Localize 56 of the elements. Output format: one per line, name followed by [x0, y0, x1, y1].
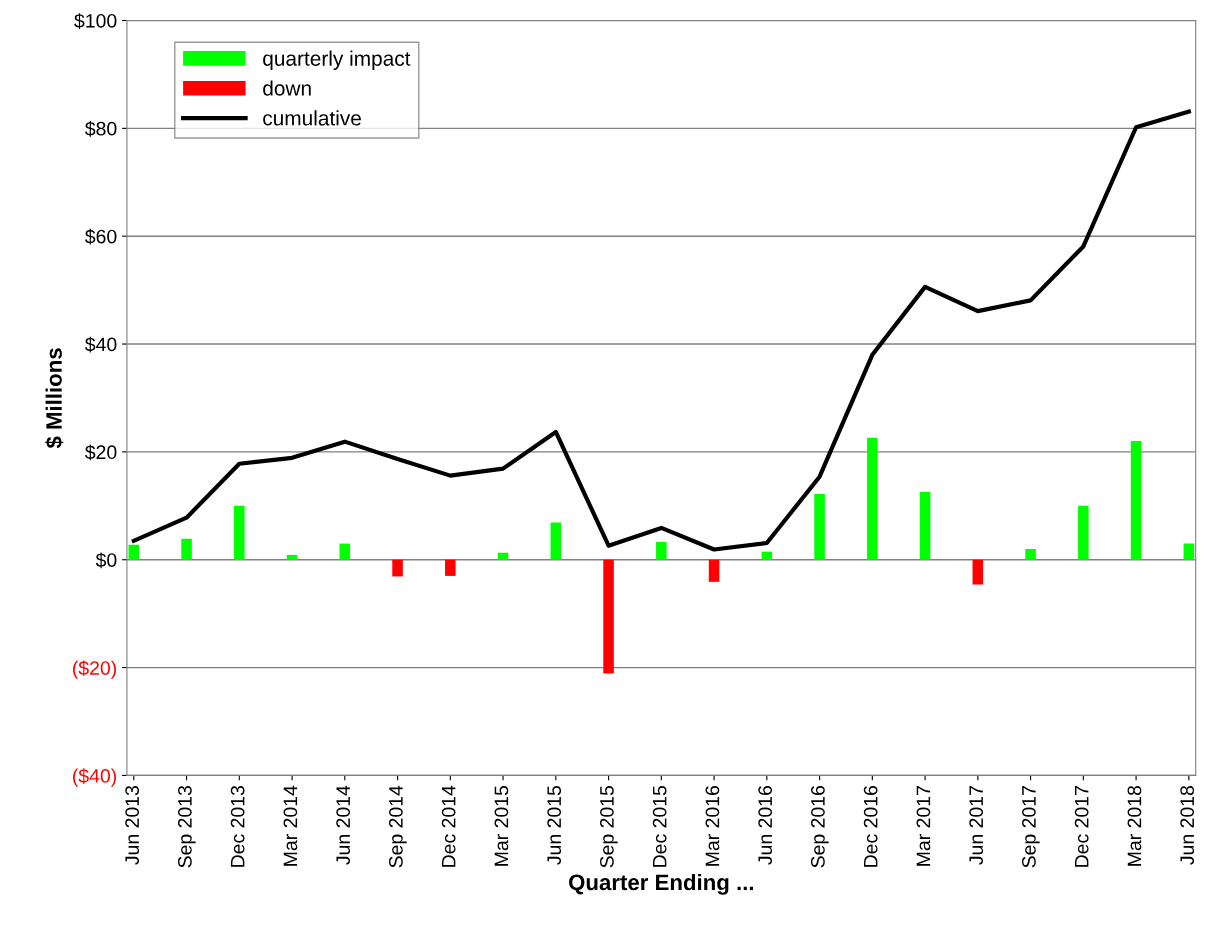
- y-tick-label: $80: [84, 121, 117, 137]
- legend-label: down: [263, 80, 311, 96]
- x-tick-label: Mar 2017: [916, 786, 931, 866]
- bar: [656, 541, 667, 560]
- x-tick-label: Jun 2017: [969, 786, 984, 865]
- bar: [1130, 441, 1142, 560]
- x-tick-label: Mar 2016: [705, 785, 720, 866]
- x-tick-label: Jun 2016: [758, 785, 773, 865]
- y-axis-title: $ Millions: [45, 348, 64, 449]
- line-series: [131, 109, 1191, 552]
- y-tick-label: $100: [74, 13, 117, 29]
- x-tick-label: Dec 2017: [1074, 786, 1089, 867]
- x-tick-label: Jun 2018: [1180, 785, 1195, 865]
- bar: [814, 493, 825, 560]
- bar: [550, 522, 562, 560]
- bar: [919, 491, 931, 560]
- x-tick-label: Dec 2013: [230, 786, 245, 867]
- bar: [339, 543, 351, 560]
- bar: [761, 551, 773, 560]
- bar: [234, 505, 245, 560]
- x-tick-label: Sep 2015: [600, 785, 618, 868]
- x-tick-label: Mar 2015: [494, 785, 509, 866]
- y-tick-label: $40: [84, 336, 117, 353]
- bar: [972, 559, 984, 585]
- x-tick-label: Sep 2016: [811, 785, 829, 868]
- x-tick-label: Dec 2015: [652, 785, 667, 867]
- y-tick-label: ($20): [73, 660, 117, 679]
- x-tick-label: Mar 2018: [1127, 785, 1142, 866]
- x-tick-label: Sep 2014: [389, 785, 407, 868]
- y-tick-label: $20: [84, 444, 117, 461]
- bar: [867, 437, 878, 560]
- x-tick-label: Jun 2014: [336, 785, 351, 865]
- y-tick-label: $60: [84, 228, 117, 245]
- bar: [1183, 543, 1195, 560]
- bar: [708, 559, 720, 582]
- x-tick-label: Mar 2014: [283, 785, 298, 866]
- legend-label: quarterly impact: [263, 50, 411, 70]
- x-tick-label: Dec 2016: [863, 786, 878, 867]
- bar: [392, 559, 403, 577]
- bar: [445, 559, 456, 576]
- legend-label: cumulative: [263, 110, 361, 126]
- x-tick-label: Jun 2015: [547, 785, 562, 865]
- y-tick-label: $0: [95, 552, 117, 569]
- x-tick-label: Dec 2014: [441, 785, 456, 867]
- bar: [603, 559, 614, 674]
- bar: [181, 538, 192, 560]
- y-tick-label: ($40): [73, 768, 117, 787]
- x-axis-title: Quarter Ending ...: [569, 873, 754, 895]
- bar: [497, 552, 509, 560]
- bar: [286, 554, 298, 560]
- bar: [128, 544, 140, 560]
- bar: [1025, 548, 1036, 560]
- x-tick-label: Sep 2017: [1022, 786, 1040, 868]
- x-tick-label: Jun 2013: [125, 785, 140, 865]
- x-tick-label: Sep 2013: [178, 785, 196, 868]
- bar: [1078, 505, 1089, 560]
